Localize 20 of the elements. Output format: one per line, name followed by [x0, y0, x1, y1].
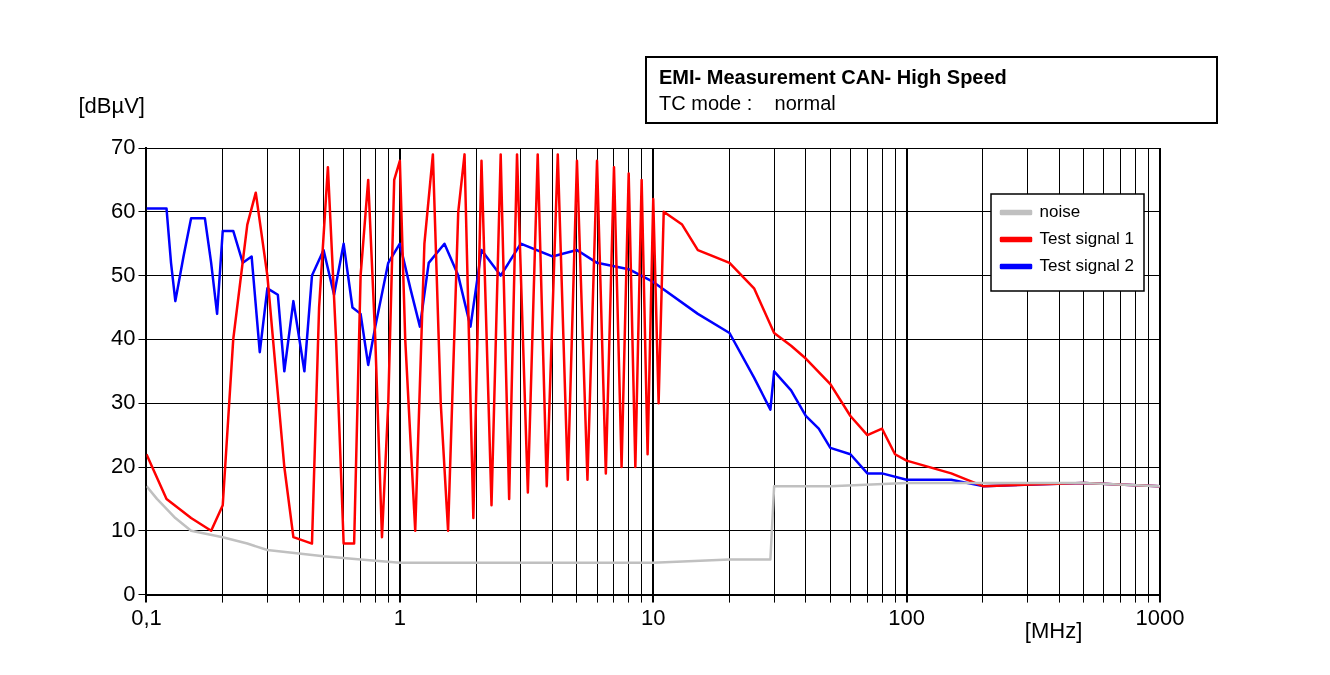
x-axis-title: [MHz]	[1024, 617, 1083, 643]
x-tick-label: 100	[888, 604, 925, 630]
y-tick-label: 70	[110, 134, 136, 160]
x-tick-label: 0,1	[131, 604, 162, 630]
legend-label: Test signal 2	[1039, 256, 1134, 276]
y-tick-label: 60	[110, 197, 136, 223]
y-tick-label: 10	[110, 516, 136, 542]
text: EMI- Measurement CAN- High Speed	[659, 65, 1008, 90]
y-tick-label: 50	[110, 261, 136, 287]
legend-label: Test signal 1	[1039, 229, 1134, 249]
y-tick-label: 20	[110, 453, 136, 479]
x-tick-label: 1	[393, 604, 406, 630]
legend-label: noise	[1039, 202, 1081, 222]
y-axis-title: [dBµV]	[78, 93, 145, 119]
text: TC mode : normal	[659, 91, 837, 116]
y-tick-label: 30	[110, 389, 136, 415]
x-tick-label: 10	[640, 604, 666, 630]
y-tick-label: 40	[110, 325, 136, 351]
x-tick-label: 1000	[1135, 604, 1185, 630]
y-tick-label: 0	[123, 580, 136, 606]
